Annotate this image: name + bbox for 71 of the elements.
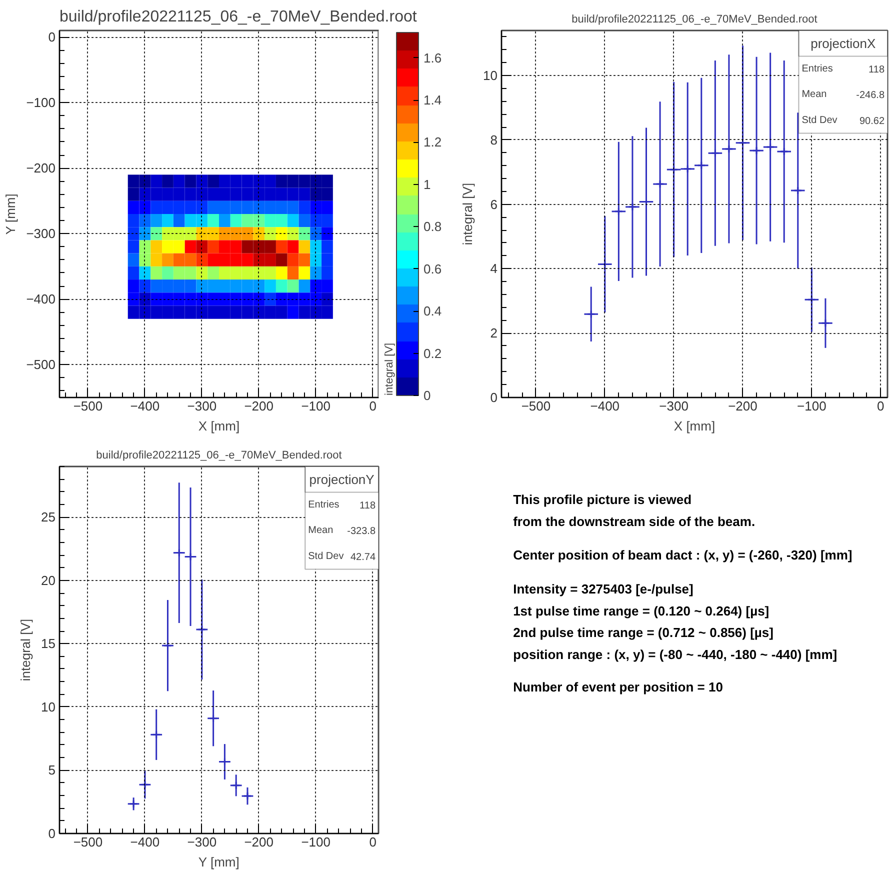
y-tick-label: 5 [48, 762, 56, 778]
x-tick-label: −500 [73, 398, 103, 414]
y-tick-label: −400 [26, 292, 56, 307]
x-tick-label: 0 [876, 398, 884, 414]
chart-title: build/profile20221125_06_-e_70MeV_Bended.root [60, 8, 418, 26]
x-tick-label: 0 [369, 834, 376, 850]
y-tick-label: 20 [41, 572, 56, 588]
y-tick-label: −100 [26, 95, 56, 110]
x-tick-label: −300 [187, 398, 217, 414]
x-tick-label: −200 [728, 398, 758, 414]
color-bar-label: 0.6 [424, 261, 442, 276]
legend-title: projectionY [309, 472, 375, 487]
x-tick-label: −400 [130, 834, 160, 850]
y-tick-label: 4 [490, 261, 498, 276]
x-tick-label: −100 [301, 834, 330, 850]
y-tick-label: 0 [48, 30, 56, 45]
y-tick-label: 25 [41, 510, 56, 525]
x-tick-label: 0 [369, 398, 376, 414]
chart-title: build/profile20221125_06_-e_70MeV_Bended.root [572, 14, 818, 26]
x-tick-label: −400 [130, 398, 160, 414]
color-bar-label: 1 [424, 176, 431, 192]
y-tick-label: 15 [41, 636, 56, 652]
annotation: 90.62 [859, 116, 885, 127]
x-axis-title: X [mm] [674, 418, 716, 434]
y-tick-label: 10 [483, 68, 498, 84]
x-tick-label: −400 [590, 398, 620, 414]
annotation: -323.8 [347, 526, 376, 538]
x-axis-title: X [mm] [198, 418, 240, 434]
annotation: Entries [802, 64, 833, 75]
x-tick-label: −300 [187, 834, 217, 850]
x-tick-label: −100 [797, 398, 826, 414]
annotation: Std Dev [308, 550, 344, 562]
color-bar-label: 1.2 [424, 134, 442, 150]
chart-title: build/profile20221125_06_-e_70MeV_Bended.root [96, 450, 342, 462]
annotation: -246.8 [856, 90, 885, 102]
annotation: Std Dev [802, 114, 838, 126]
x-tick-label: −200 [244, 834, 274, 850]
text: This profile picture is viewed from the downstream side of the beam. [513, 492, 756, 529]
color-bar-label: 0.4 [424, 304, 442, 319]
text: Intensity = 3275403 [e-/pulse] 1st pulse time range = (0.120 ~ 0.264) [µs] 2nd pulse time range = (0.712 ~ 0.856) [µs] position range : (x, y) = (-80 ~ -440, -180 ~ -440) [mm] [513, 582, 838, 662]
color-bar-title: integral [V] [384, 342, 396, 396]
annotation: Entries [308, 500, 340, 511]
annotation: 118 [360, 500, 376, 512]
y-tick-label: −200 [26, 160, 56, 176]
color-bar-label: 0.2 [424, 346, 442, 361]
y-axis-title: integral [V] [460, 182, 476, 246]
annotation: 42.74 [350, 552, 376, 563]
y-axis-title: Y [mm] [3, 194, 18, 235]
y-tick-label: −300 [26, 226, 56, 242]
annotation: Mean [802, 89, 827, 100]
text: Number of event per position = 10 [513, 680, 723, 695]
x-tick-label: −300 [659, 398, 688, 414]
x-tick-label: −500 [73, 834, 103, 850]
y-tick-label: 6 [490, 196, 498, 212]
color-bar-label: 0 [424, 388, 431, 403]
legend-title: projectionX [810, 36, 876, 51]
y-tick-label: 10 [41, 699, 56, 714]
color-bar-label: 1.6 [424, 50, 442, 66]
y-axis-title: integral [V] [18, 618, 34, 682]
annotation: Mean [308, 525, 334, 536]
x-axis-title: Y [mm] [198, 854, 240, 870]
y-tick-label: −500 [26, 357, 56, 372]
y-tick-label: 2 [490, 326, 498, 341]
color-bar-label: 0.8 [424, 219, 442, 234]
x-tick-label: −100 [301, 398, 330, 414]
y-tick-label: 8 [490, 132, 498, 148]
x-tick-label: −200 [244, 398, 274, 414]
x-tick-label: −500 [521, 398, 551, 414]
annotation: 118 [868, 64, 885, 76]
color-bar-label: 1.4 [424, 92, 442, 108]
text: Center position of beam dact : (x, y) = (-260, -320) [mm] [513, 548, 852, 563]
